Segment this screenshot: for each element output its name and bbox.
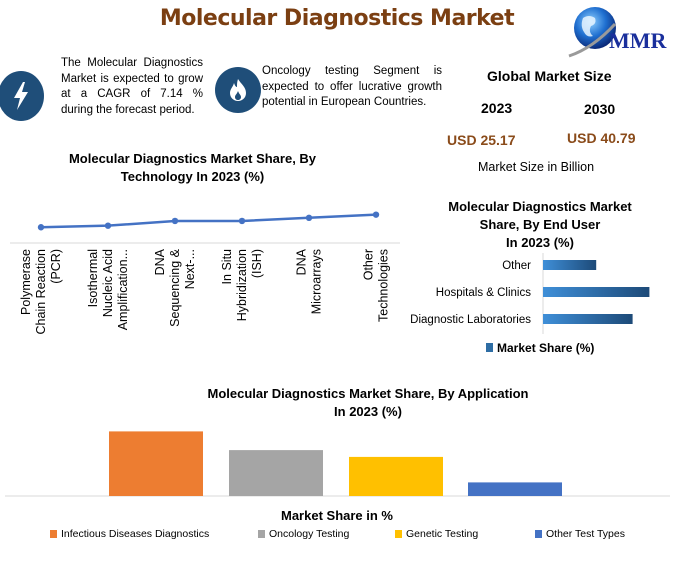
application-bar-3 bbox=[468, 482, 562, 496]
technology-line-chart: PolymeraseChain Reaction(PCR) IsothermalN… bbox=[10, 211, 400, 335]
end-user-bar-1 bbox=[543, 287, 650, 297]
cagr-info-text: The Molecular Diagnostics Market is expe… bbox=[61, 57, 203, 116]
globe-icon bbox=[568, 7, 617, 58]
legend-swatch-0 bbox=[50, 530, 57, 538]
application-chart-title-line-2: In 2023 (%) bbox=[334, 404, 402, 419]
global-market-size-title: Global Market Size bbox=[487, 68, 612, 84]
technology-chart-title-line-2: Technology In 2023 (%) bbox=[120, 169, 265, 184]
legend-label-1: Oncology Testing bbox=[269, 528, 350, 540]
application-bar-1 bbox=[229, 450, 323, 496]
application-chart-xlabel: Market Share in % bbox=[281, 508, 393, 523]
end-user-bar-chart: Other Hospitals & Clinics Diagnostic Labor… bbox=[410, 253, 650, 355]
application-bar-chart bbox=[5, 431, 670, 497]
application-chart-title: Molecular Diagnostics Market Share, By A… bbox=[150, 385, 586, 421]
end-user-chart-title: Molecular Diagnostics Market Share, By E… bbox=[420, 198, 660, 252]
legend-swatch-2 bbox=[395, 530, 402, 538]
data-point-4 bbox=[305, 214, 313, 221]
x-tick-label-0: PolymeraseChain Reaction(PCR) bbox=[19, 249, 63, 335]
legend-label: Market Share (%) bbox=[497, 341, 594, 355]
page-title: Molecular Diagnostics Market bbox=[159, 6, 515, 31]
data-point-0 bbox=[37, 224, 45, 231]
end-user-chart-title-line-3: In 2023 (%) bbox=[506, 235, 574, 250]
end-user-chart-title-line-1: Molecular Diagnostics Market bbox=[448, 199, 632, 214]
lightning-bolt-icon bbox=[0, 71, 44, 121]
legend-swatch-3 bbox=[535, 530, 542, 538]
data-point-1 bbox=[104, 222, 112, 229]
end-user-chart-title-line-2: Share, By End User bbox=[479, 217, 601, 232]
market-size-unit-label: Market Size in Billion bbox=[478, 160, 595, 174]
application-bar-0 bbox=[109, 431, 203, 496]
y-tick-label-1: Hospitals & Clinics bbox=[436, 287, 531, 299]
legend-item-0: Infectious Diseases Diagnostics bbox=[50, 528, 209, 540]
market-value-2023: USD 25.17 bbox=[447, 132, 516, 148]
data-point-5 bbox=[372, 211, 380, 218]
end-user-bar-2 bbox=[543, 314, 633, 324]
x-tick-label-5: OtherTechnologies bbox=[362, 249, 391, 322]
legend-item-1: Oncology Testing bbox=[258, 528, 349, 540]
year-2023: 2023 bbox=[481, 100, 513, 116]
legend-item-2: Genetic Testing bbox=[395, 528, 478, 540]
data-point-2 bbox=[171, 217, 179, 225]
legend-label-0: Infectious Diseases Diagnostics bbox=[61, 528, 210, 540]
year-2030: 2030 bbox=[584, 101, 616, 117]
flame-icon bbox=[215, 67, 261, 113]
mmr-logo: MMR bbox=[565, 4, 670, 60]
legend-item-3: Other Test Types bbox=[535, 528, 625, 540]
x-tick-label-2: DNASequencing &Next-... bbox=[153, 248, 197, 327]
data-point-3 bbox=[238, 217, 246, 225]
technology-chart-title: Molecular Diagnostics Market Share, By T… bbox=[20, 150, 365, 186]
x-tick-label-4: DNAMicroarrays bbox=[295, 248, 324, 314]
y-tick-label-2: Diagnostic Laboratories bbox=[410, 314, 531, 326]
legend-label-2: Genetic Testing bbox=[406, 528, 479, 540]
legend-label-3: Other Test Types bbox=[546, 528, 625, 540]
technology-chart-title-line-1: Molecular Diagnostics Market Share, By bbox=[68, 151, 317, 166]
end-user-bar-0 bbox=[543, 260, 597, 270]
application-bar-2 bbox=[349, 456, 443, 496]
legend-swatch-1 bbox=[258, 530, 265, 538]
x-tick-label-3: In SituHybridization(ISH) bbox=[220, 249, 264, 321]
legend-swatch bbox=[486, 343, 493, 352]
oncology-info-text: Oncology testing Segment is expected to … bbox=[262, 65, 442, 109]
application-chart-legend: Infectious Diseases Diagnostics Oncology … bbox=[50, 528, 670, 544]
market-value-2030: USD 40.79 bbox=[567, 130, 636, 146]
logo-text: MMR bbox=[609, 28, 667, 53]
application-chart-title-line-1: Molecular Diagnostics Market Share, By A… bbox=[207, 386, 529, 401]
technology-series-line bbox=[40, 213, 377, 229]
x-tick-label-1: IsothermalNucleic AcidAmplification... bbox=[86, 249, 130, 330]
y-tick-label-0: Other bbox=[502, 260, 531, 272]
